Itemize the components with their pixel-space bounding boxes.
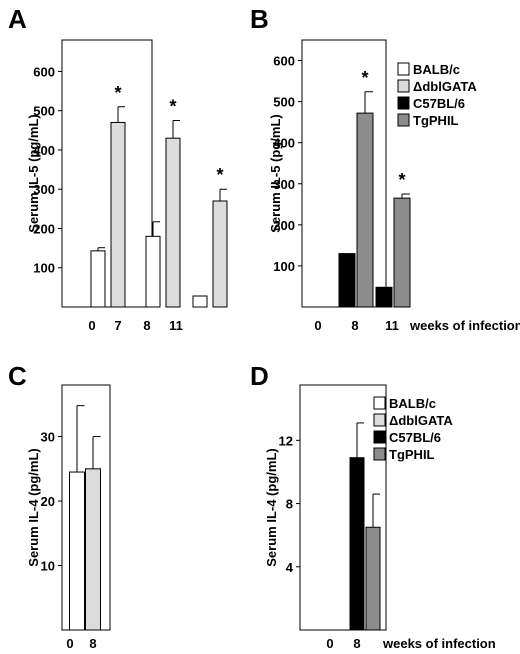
y-tick-label: 600 xyxy=(33,64,55,79)
bar xyxy=(192,295,208,308)
legend-swatch xyxy=(397,62,410,76)
legend: BALB/c ΔdblGATA C57BL/6 TgPHIL xyxy=(373,396,453,462)
x-tick-label: 11 xyxy=(385,318,399,333)
y-tick-label: 10 xyxy=(41,559,55,574)
bar xyxy=(375,286,393,308)
bar xyxy=(356,112,374,308)
legend-swatch xyxy=(373,447,386,461)
bar xyxy=(165,137,181,308)
chart-panel-b: B 100 200 300 400 500 600 Serum IL-5 (pg/mL) 0 8 1… xyxy=(250,4,520,333)
bar xyxy=(393,197,411,308)
bar xyxy=(90,250,106,308)
y-tick-label: 4 xyxy=(286,560,294,575)
x-tick-label: 8 xyxy=(143,318,150,333)
y-tick-label: 400 xyxy=(33,143,55,158)
y-tick-label: 400 xyxy=(273,136,295,151)
legend-label: C57BL/6 xyxy=(389,430,441,445)
legend: BALB/c ΔdblGATA C57BL/6 TgPHIL xyxy=(397,62,477,128)
significance-star: * xyxy=(216,165,223,185)
x-tick-label: 0 xyxy=(314,318,321,333)
legend-swatch xyxy=(373,413,386,427)
legend-label: C57BL/6 xyxy=(413,96,465,111)
x-tick-label: 8 xyxy=(351,318,358,333)
panel-letter: C xyxy=(8,361,27,391)
significance-star: * xyxy=(169,96,176,116)
panel-letter: B xyxy=(250,4,269,34)
y-axis-label: Serum IL-5 (pg/mL) xyxy=(26,114,41,232)
y-tick-label: 200 xyxy=(33,221,55,236)
y-axis-label: Serum IL-4 (pg/mL) xyxy=(264,448,279,566)
x-tick-label: 8 xyxy=(353,636,360,651)
legend-swatch xyxy=(397,79,410,93)
bar xyxy=(338,253,356,308)
bar xyxy=(85,468,101,631)
legend-swatch xyxy=(397,96,410,110)
x-tick-label: 11 xyxy=(169,318,183,333)
legend-label: TgPHIL xyxy=(389,447,435,462)
plot-frame xyxy=(61,39,153,308)
y-tick-label: 500 xyxy=(33,104,55,119)
legend-swatch xyxy=(397,113,410,127)
legend-swatch xyxy=(373,396,386,410)
y-tick-label: 30 xyxy=(41,430,55,445)
legend-label: TgPHIL xyxy=(413,113,459,128)
legend-swatch xyxy=(373,430,386,444)
x-axis-note: weeks of infection xyxy=(409,318,520,333)
bar xyxy=(365,526,381,631)
x-tick-label: 8 xyxy=(89,636,96,651)
x-tick-label: 7 xyxy=(114,318,121,333)
plot-frame xyxy=(299,384,387,631)
y-tick-label: 600 xyxy=(273,54,295,69)
x-tick-label: 0 xyxy=(88,318,95,333)
bar xyxy=(145,235,161,308)
bar xyxy=(69,471,85,631)
legend-label: BALB/c xyxy=(389,396,436,411)
x-tick-label: 0 xyxy=(326,636,333,651)
x-tick-label: 0 xyxy=(66,636,73,651)
bar xyxy=(212,200,228,308)
y-tick-label: 20 xyxy=(41,494,55,509)
bar xyxy=(110,121,126,308)
y-tick-label: 8 xyxy=(286,497,293,512)
panel-letter: A xyxy=(8,4,27,34)
y-tick-label: 500 xyxy=(273,95,295,110)
y-tick-label: 300 xyxy=(33,182,55,197)
y-tick-label: 100 xyxy=(273,259,295,274)
y-axis-label: Serum IL-5 (pg/mL) xyxy=(268,114,283,232)
x-axis-note: weeks of infection xyxy=(382,636,496,651)
bar xyxy=(349,457,365,631)
legend-label: ΔdblGATA xyxy=(413,79,477,94)
y-tick-label: 100 xyxy=(33,261,55,276)
y-tick-label: 12 xyxy=(279,433,293,448)
y-tick-label: 300 xyxy=(273,177,295,192)
y-tick-label: 200 xyxy=(273,218,295,233)
significance-star: * xyxy=(398,170,405,190)
significance-star: * xyxy=(361,68,368,88)
significance-star: * xyxy=(114,83,121,103)
panel-letter: D xyxy=(250,361,269,391)
y-axis-label: Serum IL-4 (pg/mL) xyxy=(26,448,41,566)
legend-label: ΔdblGATA xyxy=(389,413,453,428)
chart-panel-a: A 100 200 300 400 500 600 Serum IL-5 (pg/mL) 0 7 8… xyxy=(8,4,228,333)
legend-label: BALB/c xyxy=(413,62,460,77)
